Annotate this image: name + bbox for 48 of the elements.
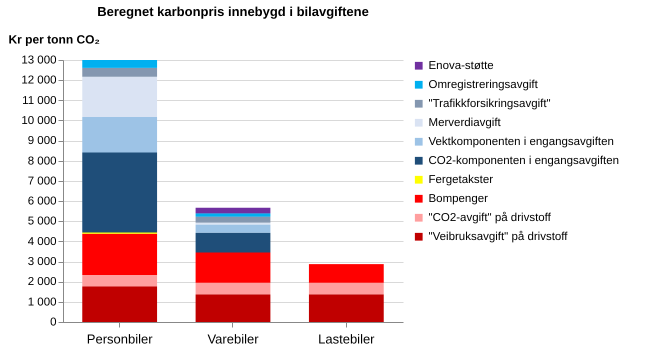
bar xyxy=(82,234,158,276)
bar xyxy=(82,152,158,233)
bar xyxy=(196,224,270,233)
legend-label: "Veibruksavgift" på drivstoff xyxy=(428,230,568,243)
bar xyxy=(82,117,158,153)
y-tick-label: 5 000 xyxy=(28,216,56,228)
x-tick-label: Personbiler xyxy=(86,332,154,346)
legend-label: Enova-støtte xyxy=(428,60,494,72)
y-tick-label: 11 000 xyxy=(22,94,56,107)
bar xyxy=(196,216,270,223)
y-tick-label: 13 000 xyxy=(21,54,56,66)
chart-title: Beregnet karbonpris innebygd i bilavgiftene xyxy=(97,4,369,19)
y-axis-title: Kr per tonn CO₂ xyxy=(8,32,100,46)
y-tick-label: 12 000 xyxy=(21,74,56,87)
bar xyxy=(196,232,270,252)
legend-label: CO2-komponenten i engangsavgiften xyxy=(428,154,620,167)
bar xyxy=(308,264,384,283)
bar xyxy=(196,252,270,283)
legend-label: Fergetakster xyxy=(428,174,494,186)
y-tick-label: 2 000 xyxy=(28,276,56,288)
bar xyxy=(196,208,270,214)
y-tick-label: 10 000 xyxy=(21,114,56,127)
y-tick-label: 7 000 xyxy=(28,175,56,188)
y-tick-label: 4 000 xyxy=(28,236,56,248)
y-tick-label: 6 000 xyxy=(28,196,56,208)
y-tick-label: 3 000 xyxy=(28,256,56,268)
bar xyxy=(82,68,158,77)
x-tick-label: Lastebiler xyxy=(318,332,376,346)
legend-label: Merverdiavgift xyxy=(428,116,502,129)
bar xyxy=(82,76,158,118)
legend-label: Omregistreringsavgift xyxy=(428,78,539,91)
y-tick-label: 0 xyxy=(50,316,56,328)
y-tick-label: 1 000 xyxy=(28,296,56,308)
y-tick-label: 9 000 xyxy=(28,135,56,148)
bar xyxy=(82,286,158,322)
bar xyxy=(196,213,270,217)
bar xyxy=(82,60,158,68)
legend-label: "Trafikkforsikringsavgift" xyxy=(428,98,551,110)
x-tick-label: Varebiler xyxy=(207,332,260,346)
bar xyxy=(196,282,270,294)
legend-label: "CO2-avgift" på drivstoff xyxy=(428,210,552,224)
bar xyxy=(196,294,270,322)
legend-label: Bompenger xyxy=(428,192,488,205)
bar xyxy=(308,294,384,322)
bar xyxy=(308,282,384,294)
y-tick-label: 8 000 xyxy=(28,155,56,168)
bar xyxy=(82,275,158,287)
legend-label: Vektkomponenten i engangsavgiften xyxy=(428,136,614,148)
